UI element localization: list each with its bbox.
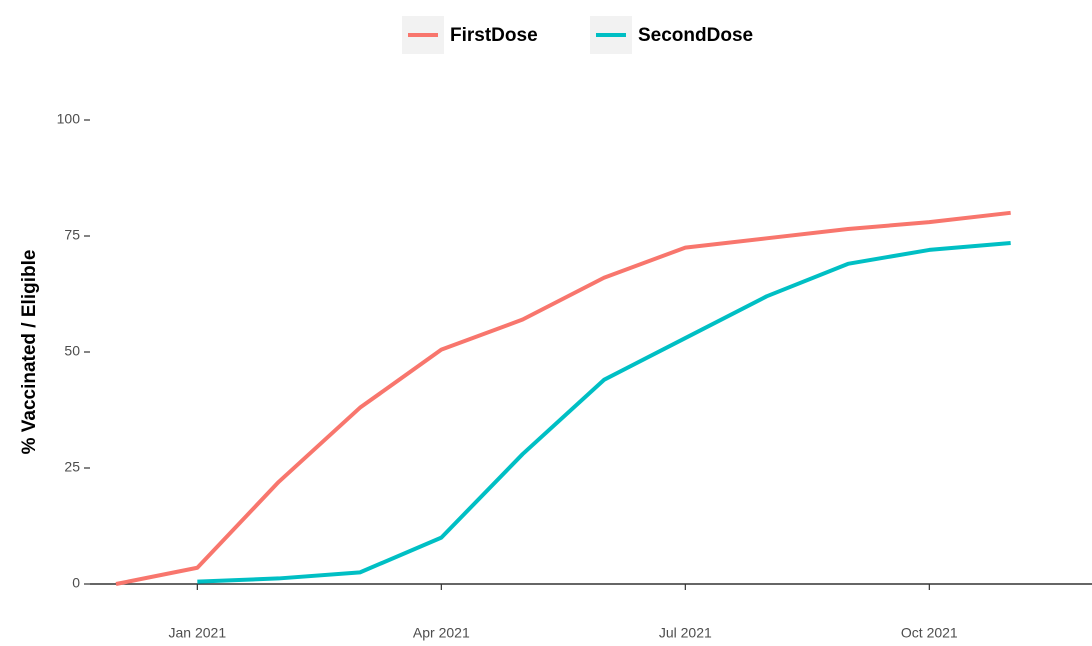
x-tick-label: Jul 2021 — [659, 625, 712, 641]
y-tick-label: 25 — [64, 459, 80, 475]
legend-text: SecondDose — [638, 25, 753, 46]
legend-text: FirstDose — [450, 25, 538, 46]
x-tick-label: Jan 2021 — [169, 625, 227, 641]
line — [115, 210, 1011, 586]
y-tick-label: 50 — [64, 343, 80, 359]
y-axis-title: % Vaccinated / Eligible — [19, 250, 40, 455]
y-tick-label: 0 — [72, 575, 80, 591]
line — [197, 240, 1011, 584]
x-tick-label: Apr 2021 — [413, 625, 470, 641]
y-tick-label: 100 — [57, 111, 81, 127]
x-tick-label: Oct 2021 — [901, 625, 958, 641]
y-tick-label: 75 — [64, 227, 80, 243]
